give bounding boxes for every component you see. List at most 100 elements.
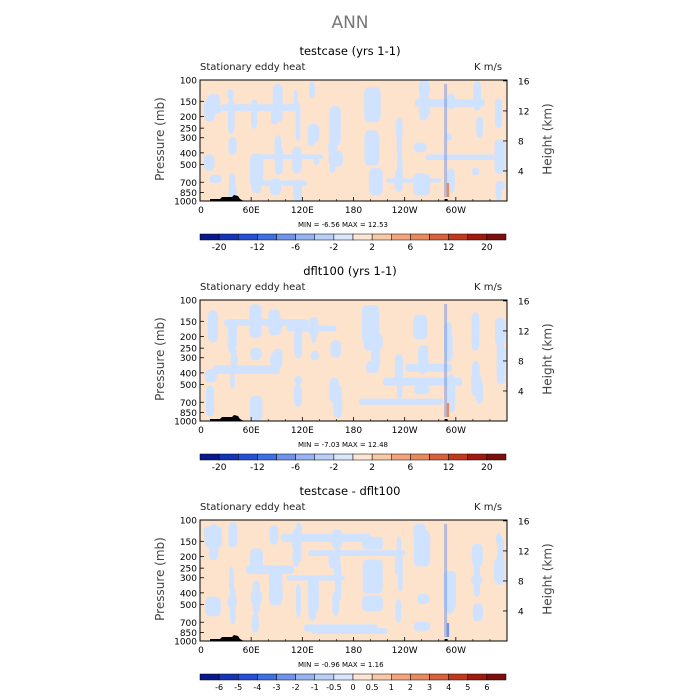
negative-region (418, 80, 430, 98)
x-tick-label: 60E (243, 426, 260, 436)
min-max-label: MIN = -6.56 MAX = 12.53 (298, 221, 388, 229)
x-tick-label: 120W (392, 646, 418, 656)
negative-region (471, 575, 483, 585)
panel-title: dflt100 (yrs 1-1) (303, 264, 397, 278)
colorbar-swatch (333, 453, 354, 461)
y-tick-label: 250 (180, 565, 197, 575)
colorbar-label: 2 (408, 683, 413, 692)
colorbar-label: 0 (350, 683, 355, 692)
negative-region (397, 155, 403, 177)
plume-negative (444, 524, 448, 637)
colorbar-label: 2 (369, 243, 375, 253)
negative-region (405, 363, 452, 372)
negative-regions (204, 304, 506, 421)
y-tick-label: 200 (180, 333, 197, 343)
y-tick-label: 500 (180, 161, 197, 171)
negative-region (396, 131, 402, 159)
negative-region (330, 340, 342, 358)
negative-region (472, 603, 483, 622)
topography (210, 415, 244, 421)
y-tick-label: 400 (180, 589, 197, 599)
colorbar-label: -6 (291, 463, 300, 473)
colorbar-swatch (371, 233, 392, 241)
colorbar-swatch (467, 453, 488, 461)
colorbar-swatch (199, 453, 220, 461)
negative-region (205, 596, 221, 617)
colorbar-swatch (218, 673, 239, 681)
colorbar-swatch (467, 673, 488, 681)
colorbar-swatch (314, 233, 335, 241)
x-tick-label: 180 (345, 646, 362, 656)
negative-regions (203, 522, 505, 634)
negative-region (207, 310, 219, 343)
negative-region (272, 84, 283, 123)
colorbar-swatch (429, 673, 449, 681)
units-label: K m/s (474, 502, 503, 513)
plume-positive (446, 183, 450, 197)
negative-region (368, 168, 383, 196)
negative-region (250, 395, 263, 421)
colorbar-swatch (238, 673, 258, 681)
colorbar-swatch (333, 233, 354, 241)
colorbar-label: -2 (329, 243, 338, 253)
negative-region (270, 352, 283, 367)
colorbar-swatch (352, 233, 373, 241)
panel-2: dflt100 (yrs 1-1) Stationary eddy heat K m… (0, 264, 700, 474)
y-right-tick-label: 4 (518, 387, 524, 397)
negative-region (294, 375, 303, 385)
negative-region (230, 371, 235, 389)
colorbar-swatch (486, 673, 507, 681)
colorbar-label: -20 (212, 463, 227, 473)
negative-region (329, 106, 341, 146)
y-tick-label: 300 (180, 134, 197, 144)
y-tick-label: 150 (180, 318, 197, 328)
negative-region (230, 587, 236, 625)
x-tick-label: 0 (198, 426, 204, 436)
negative-region (307, 124, 320, 143)
colorbar-swatch (410, 673, 430, 681)
colorbar: -6 -5 -4 -3 -2 -1 -0.5 0 0.5 1 2 3 4 5 6 (199, 673, 507, 692)
y-tick-label: 250 (180, 125, 197, 135)
negative-region (495, 532, 502, 545)
plume-positive (446, 403, 450, 417)
negative-region (329, 377, 339, 396)
negative-region (295, 102, 301, 142)
negative-region (286, 325, 337, 332)
y-tick-label: 200 (180, 113, 197, 123)
field-label: Stationary eddy heat (200, 282, 306, 293)
y-tick-label: 700 (180, 399, 197, 409)
colorbar-label: 4 (446, 683, 451, 692)
y-tick-label: 500 (180, 601, 197, 611)
x-tick-label: 60E (243, 646, 260, 656)
negative-region (308, 550, 406, 557)
negative-region (385, 178, 442, 183)
negative-region (418, 345, 429, 368)
negative-region (205, 385, 215, 417)
y-right-tick-label: 4 (518, 607, 524, 617)
plot-background (200, 300, 507, 421)
x-tick-label: 120E (291, 646, 314, 656)
negative-region (362, 559, 383, 594)
y-tick-label: 400 (180, 149, 197, 159)
x-tick-label: 120W (392, 206, 418, 216)
negative-region (394, 360, 403, 376)
colorbar-swatch (238, 233, 258, 241)
colorbar: -20 -12 -6 -2 2 6 12 20 (199, 453, 507, 473)
negative-region (371, 339, 381, 368)
colorbar-label: -2 (292, 683, 300, 692)
colorbar-swatch (257, 673, 277, 681)
negative-region (250, 347, 262, 361)
negative-region (308, 597, 317, 621)
negative-region (203, 154, 215, 171)
units-label: K m/s (474, 62, 503, 73)
negative-region (296, 583, 301, 617)
negative-region (251, 613, 259, 633)
negative-region (293, 384, 302, 407)
colorbar: -20 -12 -6 -2 2 6 12 20 (199, 233, 507, 253)
colorbar-swatch (333, 673, 354, 681)
colorbar-swatch (410, 453, 430, 461)
panel-1: testcase (yrs 1-1) Stationary eddy heat K … (0, 44, 700, 254)
colorbar-label: 6 (484, 683, 489, 692)
x-tick-label: 60E (243, 206, 260, 216)
